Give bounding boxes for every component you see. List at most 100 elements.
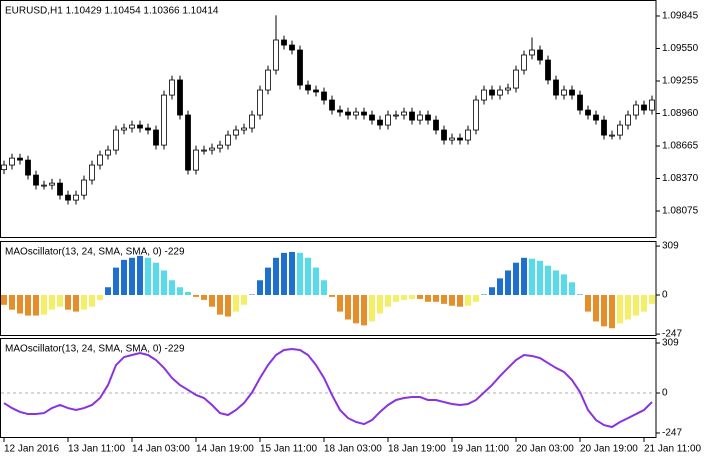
candle-body — [441, 129, 447, 141]
candle-body — [17, 157, 23, 161]
candle-body — [449, 137, 455, 141]
histogram-bar — [497, 278, 503, 295]
histogram-bar — [609, 294, 615, 329]
candle-body — [377, 119, 383, 126]
histogram-bar — [561, 274, 567, 295]
histogram-bar — [265, 267, 271, 295]
candle-body — [361, 111, 367, 116]
candle-body — [609, 134, 615, 137]
histogram-bar — [137, 255, 143, 295]
candle-body — [249, 114, 255, 129]
x-tick-label: 20 Jan 03:00 — [516, 444, 574, 455]
candle-body — [401, 111, 407, 116]
histogram-bar — [225, 294, 231, 317]
histogram-bar — [473, 294, 479, 302]
pane-frame — [0, 0, 657, 238]
histogram-bar — [385, 294, 391, 307]
pane-title: MAOscillator(13, 24, SMA, SMA, 0) -229 — [5, 247, 185, 258]
candle-body — [105, 149, 111, 156]
histogram-bar — [201, 294, 207, 300]
y-tick-label: 0 — [662, 290, 668, 301]
candle-body — [241, 127, 247, 131]
x-tick-label: 14 Jan 19:00 — [196, 444, 254, 455]
histogram-bar — [9, 294, 15, 310]
histogram-bar — [33, 294, 39, 316]
candle-body — [57, 182, 63, 196]
histogram-bar — [321, 280, 327, 295]
histogram-bar — [153, 262, 159, 295]
x-tick-label: 18 Jan 19:00 — [388, 444, 446, 455]
histogram-bar — [337, 294, 343, 312]
candle-body — [505, 87, 511, 91]
candle-body — [265, 69, 271, 91]
candle-body — [393, 114, 399, 117]
histogram-bar — [273, 257, 279, 295]
x-tick-label: 18 Jan 03:00 — [324, 444, 382, 455]
candle-body — [161, 94, 167, 146]
histogram-bar — [529, 258, 535, 295]
candle-body — [153, 129, 159, 146]
oscillator-line — [3, 347, 653, 429]
candle-body — [601, 119, 607, 136]
histogram-bar — [289, 251, 295, 295]
histogram-bar — [161, 270, 167, 295]
histogram-bar — [73, 294, 79, 312]
histogram-bar — [241, 294, 247, 305]
histogram-bar — [81, 294, 87, 310]
y-tick-label: 1.08075 — [662, 206, 699, 217]
histogram-bar — [569, 282, 575, 295]
candle-body — [9, 157, 15, 166]
candle-body — [273, 39, 279, 71]
histogram-bar — [449, 294, 455, 306]
histogram-bar — [209, 294, 215, 307]
histogram-bar — [545, 265, 551, 295]
y-tick-label: 1.08960 — [662, 108, 699, 119]
histogram-bar — [25, 294, 31, 316]
y-tick-label: 309 — [662, 338, 679, 349]
histogram-bar — [105, 287, 111, 295]
histogram-bar — [577, 294, 583, 295]
candle-body — [537, 49, 543, 61]
histogram-bar — [297, 252, 303, 295]
candle-body — [201, 149, 207, 152]
candle-body — [313, 89, 319, 93]
candle-body — [321, 91, 327, 101]
histogram-bar — [113, 267, 119, 295]
candle-body — [577, 94, 583, 111]
candle-body — [81, 179, 87, 196]
candle-body — [65, 194, 71, 201]
candle-body — [49, 182, 55, 186]
candle-body — [649, 99, 655, 111]
y-tick-label: -247 — [662, 329, 682, 340]
histogram-bar — [417, 294, 423, 299]
candle-body — [473, 99, 479, 131]
histogram-bar — [129, 257, 135, 295]
candle-body — [545, 59, 551, 81]
candle-body — [553, 79, 559, 96]
pane-frame — [0, 338, 657, 438]
x-tick-label: 21 Jan 11:00 — [644, 444, 702, 455]
y-tick-label: 1.08665 — [662, 141, 699, 152]
candle-body — [641, 104, 647, 111]
candle-body — [345, 111, 351, 116]
candle-body — [329, 99, 335, 111]
pane-title: EURUSD,H1 1.10429 1.10454 1.10366 1.1041… — [5, 6, 219, 17]
x-tick-label: 15 Jan 11:00 — [260, 444, 318, 455]
x-tick-label: 14 Jan 03:00 — [132, 444, 190, 455]
histogram-bar — [401, 294, 407, 300]
candle-body — [425, 114, 431, 121]
candle-body — [297, 49, 303, 86]
candle-body — [433, 119, 439, 131]
candle-body — [337, 109, 343, 113]
candle-body — [353, 111, 359, 116]
candle-body — [497, 89, 503, 96]
candle-body — [585, 109, 591, 116]
histogram-bar — [89, 294, 95, 307]
candle-body — [457, 137, 463, 141]
candle-body — [289, 44, 295, 51]
candle-body — [145, 127, 151, 131]
candle-body — [465, 129, 471, 141]
y-tick-label: 1.09550 — [662, 43, 699, 54]
histogram-bar — [305, 257, 311, 295]
